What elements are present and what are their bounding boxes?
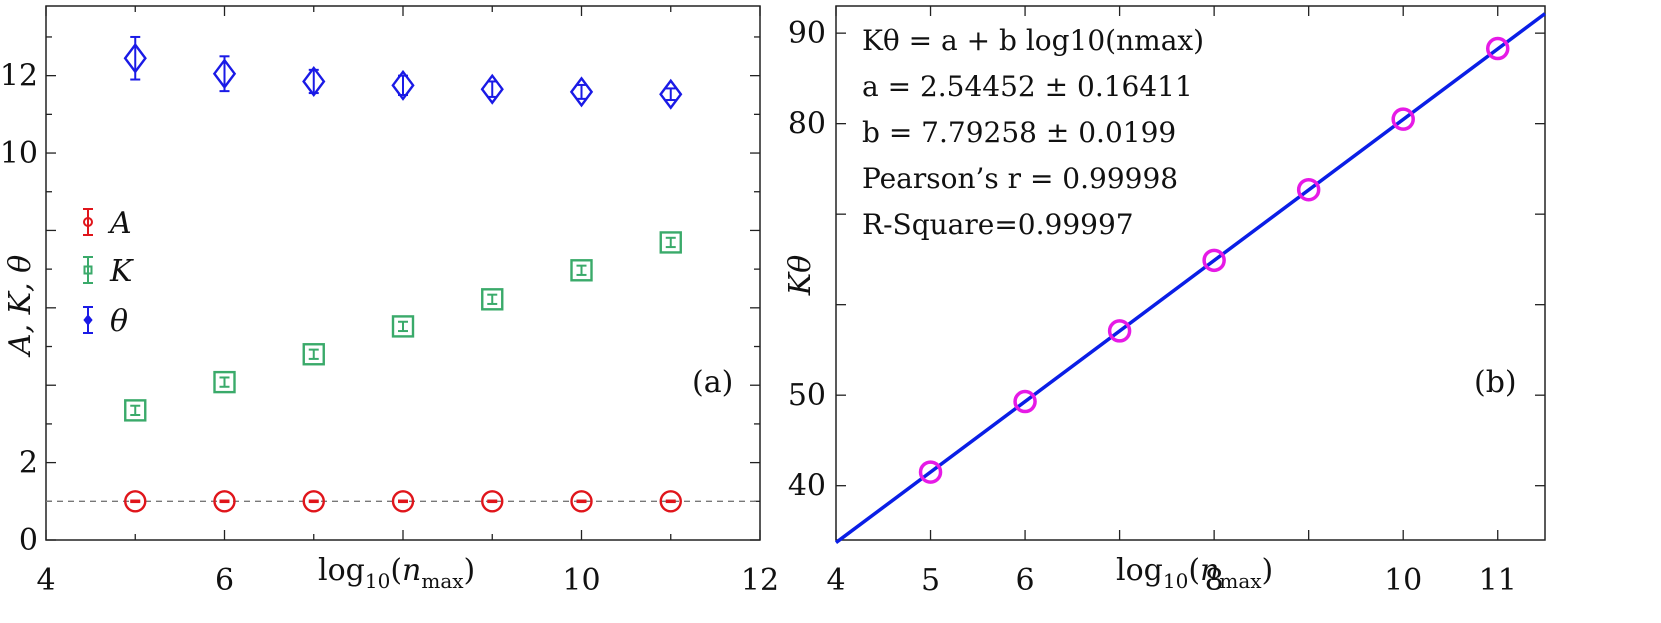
panel-b-label: (b) [1474,365,1517,400]
data-point [302,65,326,97]
y-tick-label: 40 [788,469,826,504]
x-tick-label: 11 [1479,563,1517,598]
data-point [481,490,504,513]
data-point [124,490,147,513]
panel-b-marks [918,36,1510,484]
panel-a-label: (a) [692,365,733,400]
panel-b-frame [835,5,1546,541]
data-point [570,259,593,282]
data-point [570,490,593,513]
x-tick-label: 10 [562,563,600,598]
data-point [391,315,415,338]
data-point [212,58,237,90]
panel-b-ticks: 4 5 6 8 10 11 40 50 80 90 [788,6,1545,598]
panel-a-ticks: 4 6 10 12 0 2 10 12 [0,6,779,598]
y-tick-label: 2 [19,446,38,481]
annotation-line-2: a = 2.54452 ± 0.16411 [862,70,1193,103]
x-tick-label: 4 [36,563,55,598]
legend-label: K [109,254,134,289]
data-point [659,78,683,110]
legend-marker [83,314,93,326]
data-point [1485,36,1510,61]
data-point [213,490,236,513]
annotation-line-3: b = 7.79258 ± 0.0199 [862,116,1176,149]
y-tick-label: 50 [788,378,826,413]
data-point [213,370,236,394]
y-tick-label: 12 [0,59,38,94]
panel-a-xlabel: log10(nmax) [318,553,475,593]
x-tick-label: 12 [741,563,779,598]
x-tick-label: 6 [215,563,234,598]
data-point [481,288,504,311]
y-tick-label: 80 [788,107,826,142]
panel-b-fit-line [834,12,1547,544]
data-point [1296,177,1321,202]
annotation-line-4: Pearson’s r = 0.99998 [862,162,1178,195]
data-point [1107,319,1132,343]
data-point [659,231,682,254]
series-circle [124,490,682,513]
annotation-line-5: R-Square=0.99997 [862,208,1134,241]
data-point [123,42,147,74]
panel-a-legend: AKθ [83,206,134,339]
data-point [480,73,504,105]
y-tick-label: 0 [19,523,38,558]
data-point [659,490,682,513]
x-tick-label: 4 [826,563,845,598]
x-tick-label: 8 [1205,563,1224,598]
data-point [391,490,415,513]
annotation-line-1: Kθ = a + b log10(nmax) [862,24,1204,57]
fit-line [834,12,1547,544]
data-point [124,399,147,422]
x-tick-label: 6 [1016,563,1035,598]
panel-b: 4 5 6 8 10 11 40 50 80 90 Kθ = a + b log10(nmax) a… [783,5,1547,598]
data-point [1013,389,1037,414]
legend-marker [83,217,93,227]
panel-b-xlabel: log10(nmax) [1116,553,1273,593]
panel-b-annotation: Kθ = a + b log10(nmax) a = 2.54452 ± 0.16… [862,24,1204,241]
legend-label: θ [110,304,128,339]
data-point [918,460,943,484]
panel-b-ylabel: Kθ [783,255,818,296]
panel-a: 4 6 10 12 0 2 10 12 AKθ (a) log10(nmax) A, K, θ [0,5,779,598]
x-tick-label: 10 [1384,563,1422,598]
data-point [1202,248,1226,273]
data-point [302,343,325,366]
panel-a-ylabel: A, K, θ [3,255,38,358]
data-point [569,76,594,108]
series-square [124,231,682,422]
data-point [302,490,325,513]
data-point [391,69,415,101]
y-tick-label: 90 [788,16,826,51]
data-point [1391,107,1415,131]
panel-a-marks [123,35,683,513]
series-diamond [123,35,683,110]
y-tick-label: 10 [0,136,38,171]
x-tick-label: 5 [921,563,940,598]
legend-marker [83,265,93,275]
legend-label: A [107,206,132,241]
